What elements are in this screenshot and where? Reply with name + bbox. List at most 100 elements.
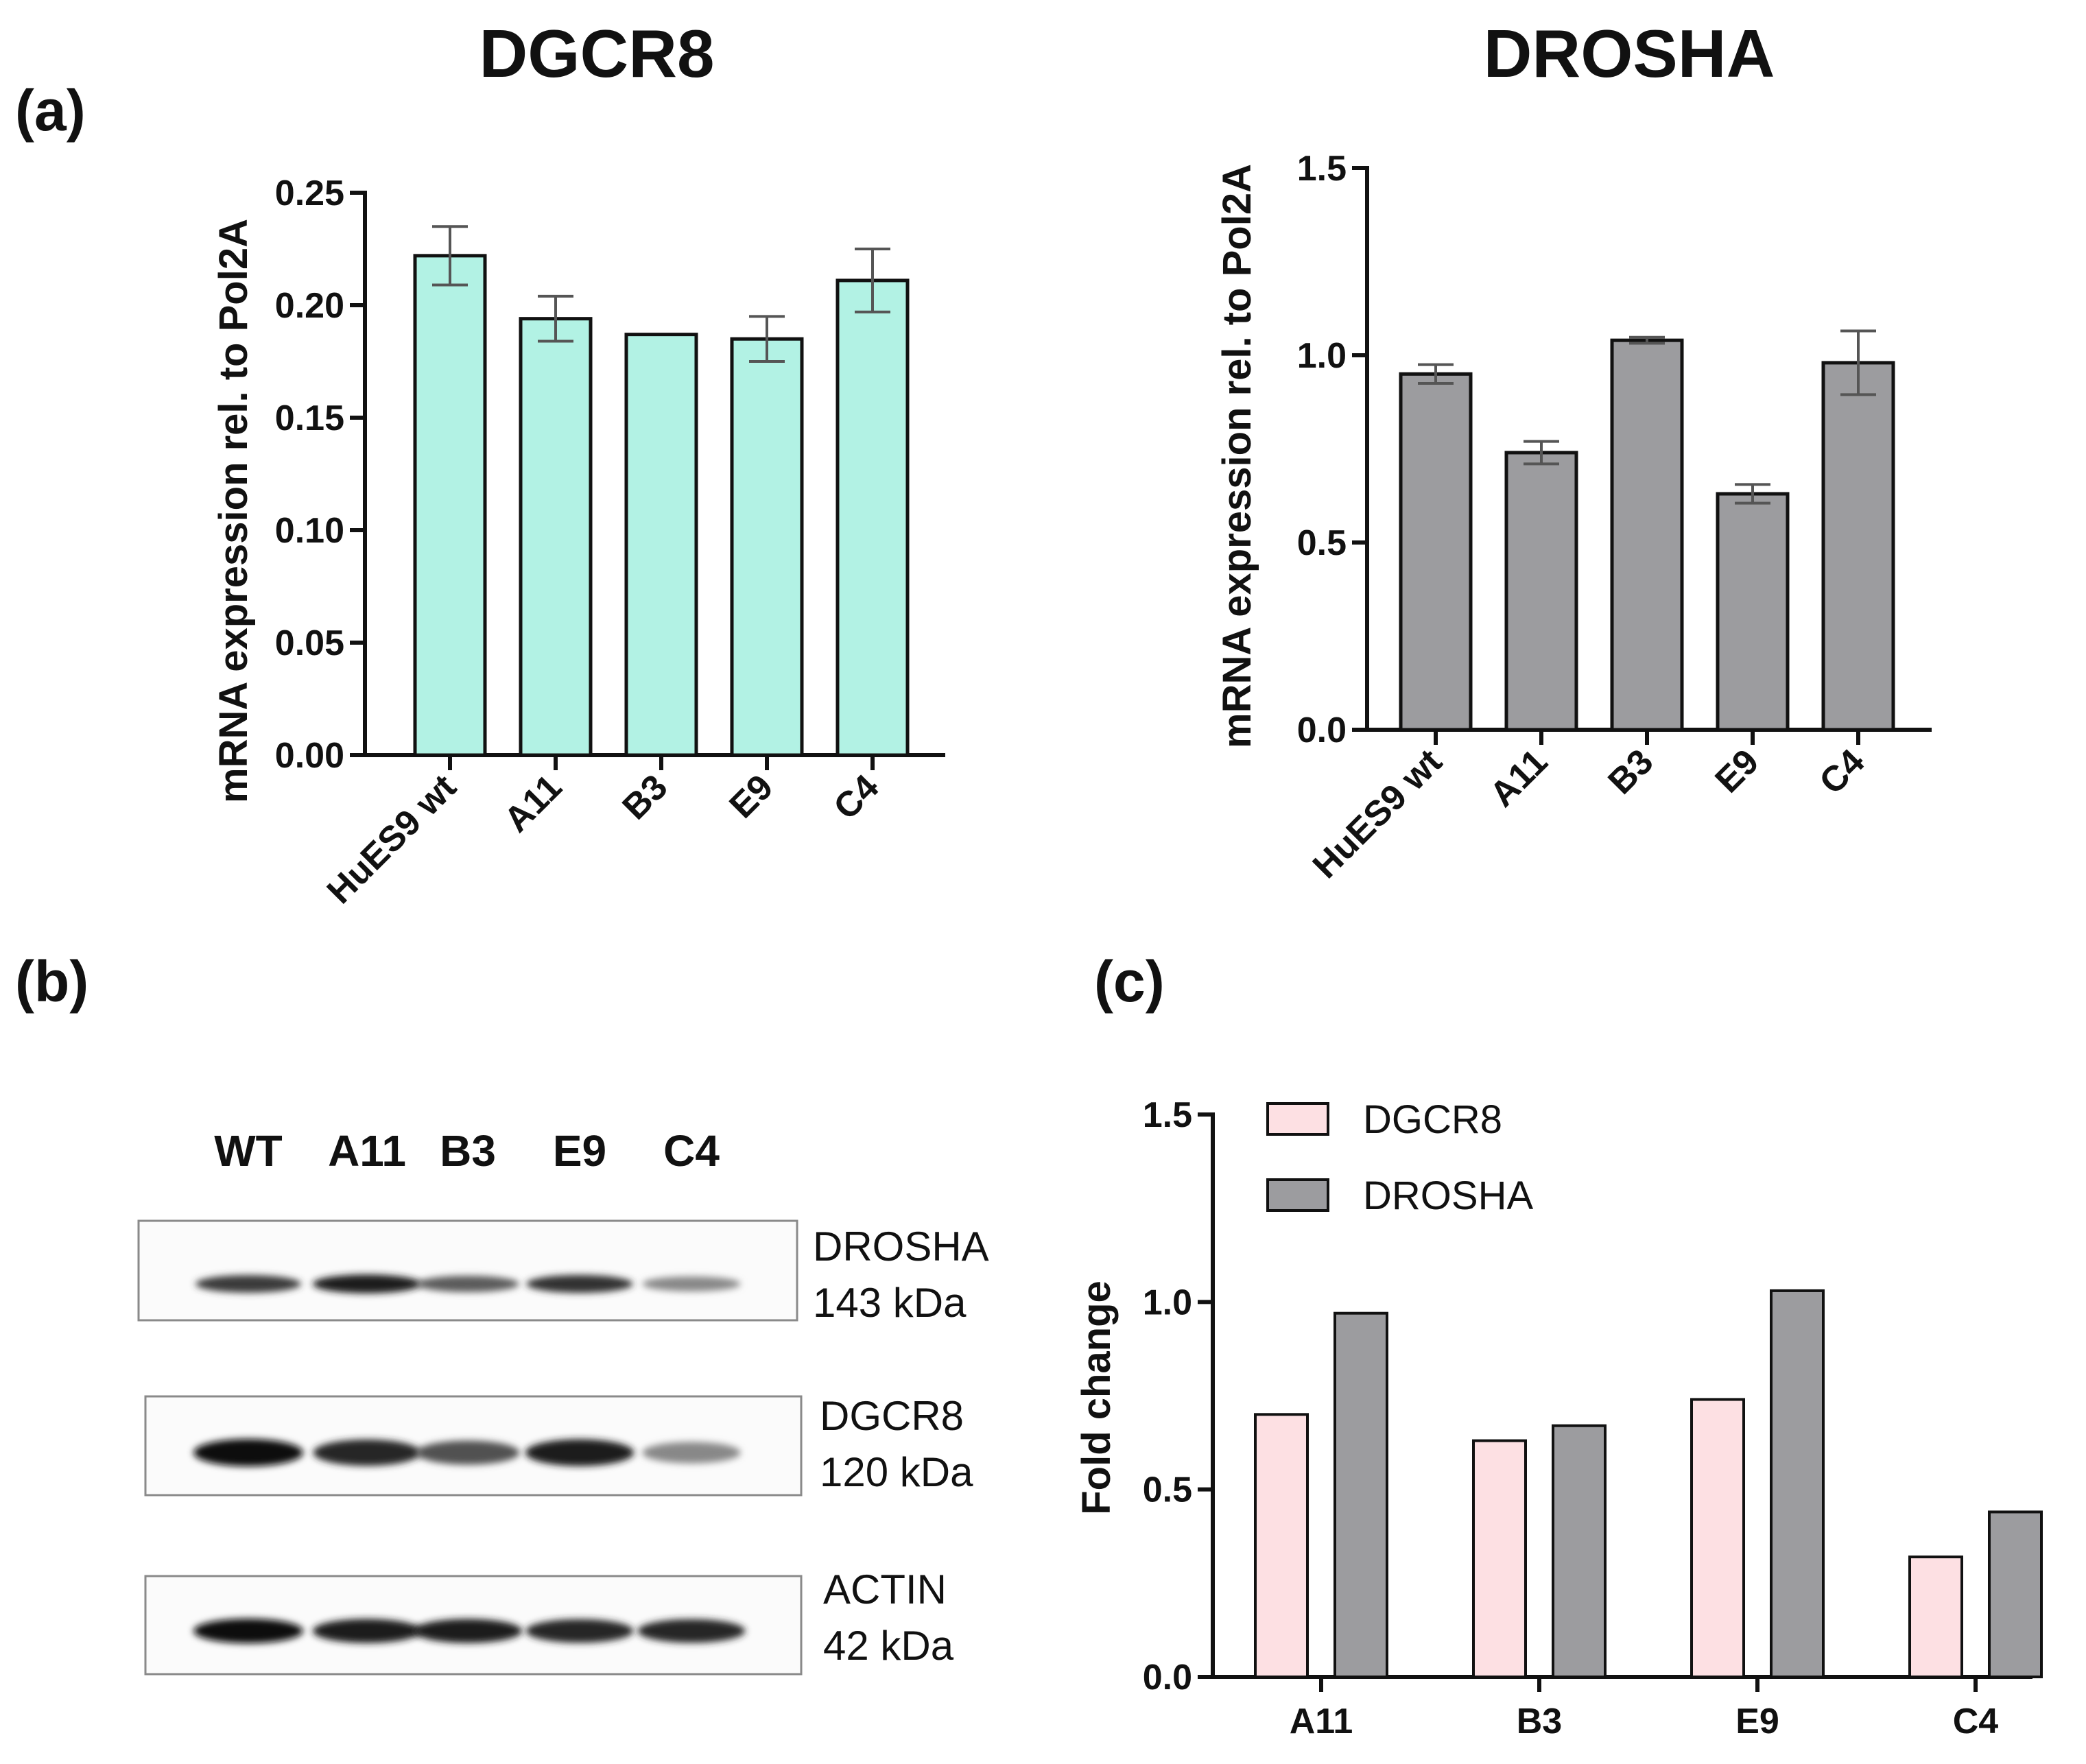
blot-membrane [137, 1219, 798, 1322]
bar [1908, 1556, 1963, 1678]
x-tick-label: E9 [1735, 1702, 1779, 1741]
x-tick-label: E9 [722, 767, 781, 826]
x-tick-label: B3 [1517, 1702, 1562, 1741]
bar [519, 317, 593, 757]
blot-drosha: DROSHA 143 kDa [137, 1219, 989, 1326]
lane-label: A11 [328, 1126, 406, 1176]
x-tick-label: B3 [615, 767, 675, 827]
panel-label-b: (b) [15, 949, 88, 1014]
bar [413, 254, 487, 757]
legend: DGCR8 DROSHA [1266, 1097, 1533, 1218]
x-tick-label: C4 [826, 767, 886, 827]
y-tick-label: 1.0 [1297, 336, 1347, 376]
blot-protein-label: DROSHA [813, 1224, 989, 1270]
blot-size-label: 143 kDa [813, 1280, 967, 1326]
y-axis-label: Fold change [1074, 1280, 1119, 1515]
chart-dgcr8-mrna: DGCR8 mRNA expression rel. to Pol2A 0.00… [211, 16, 945, 911]
chart-fold-change: Fold change 0.0 0.5 1.0 1.5 A11 B3 E9 C4 DGCR8 … [1074, 1095, 2043, 1741]
x-tick-label: B3 [1600, 741, 1661, 802]
legend-item-dgcr8: DGCR8 [1266, 1097, 1502, 1142]
blot-size-label: 120 kDa [820, 1449, 973, 1495]
bar [1254, 1413, 1309, 1678]
lane-label: B3 [440, 1126, 496, 1176]
x-tick-label: A11 [497, 767, 569, 839]
y-axis-label: mRNA expression rel. to Pol2A [211, 219, 256, 803]
y-tick-label: 0.00 [275, 736, 344, 776]
x-tick-label: A11 [1482, 741, 1555, 814]
x-tick-label: C4 [1953, 1702, 1999, 1741]
bar [1690, 1398, 1745, 1678]
bar [1821, 361, 1895, 732]
chart-title: DGCR8 [479, 16, 714, 91]
blot-bands [193, 1439, 741, 1466]
lane-label: WT [214, 1126, 283, 1176]
lane-label: C4 [663, 1126, 720, 1176]
bar [1716, 492, 1790, 732]
blot-band [313, 1439, 421, 1466]
x-tick-label: A11 [1290, 1702, 1353, 1741]
plot-area: 0.00 0.05 0.10 0.15 0.20 0.25 HuES9 wt A11 B3 E9 C… [275, 174, 945, 911]
blot-band [193, 1439, 303, 1466]
y-tick-label: 0.0 [1297, 711, 1347, 750]
y-tick-label: 1.5 [1143, 1095, 1192, 1135]
bar [835, 278, 910, 757]
legend-label: DGCR8 [1363, 1097, 1502, 1142]
y-tick-label: 0.25 [275, 174, 344, 213]
y-tick-label: 0.05 [275, 623, 344, 663]
bar [1504, 451, 1578, 732]
y-axis-label: mRNA expression rel. to Pol2A [1215, 164, 1259, 748]
blot-band [642, 1276, 741, 1291]
y-tick-label: 0.20 [275, 286, 344, 326]
bar [1552, 1424, 1607, 1679]
blot-bands [193, 1619, 746, 1643]
bar [624, 333, 698, 757]
y-tick-label: 0.5 [1143, 1470, 1192, 1510]
legend-swatch [1266, 1178, 1329, 1212]
x-tick-label: E9 [1707, 741, 1766, 800]
y-tick-label: 1.0 [1143, 1283, 1192, 1322]
y-tick-label: 0.10 [275, 511, 344, 551]
y-tick-label: 0.15 [275, 398, 344, 438]
blot-band [312, 1274, 422, 1294]
bar [1610, 338, 1684, 732]
y-tick-label: 0.5 [1297, 523, 1347, 563]
blot-band [195, 1275, 301, 1293]
blot-size-label: 42 kDa [823, 1623, 954, 1669]
bar [1334, 1311, 1388, 1678]
blot-actin: ACTIN 42 kDa [144, 1566, 954, 1676]
blot-bands [195, 1274, 741, 1294]
western-blot: WT A11 B3 E9 C4 DROSHA 143 kDa DGCR8 120… [137, 1126, 989, 1676]
bar [730, 337, 804, 757]
bar [1770, 1289, 1825, 1678]
y-tick-label: 0.0 [1143, 1658, 1192, 1697]
blot-band [525, 1439, 635, 1466]
blot-band [526, 1274, 633, 1294]
blot-band [525, 1619, 634, 1643]
bar [1988, 1510, 2043, 1678]
chart-title: DROSHA [1484, 16, 1775, 91]
x-tick-label: HuES9 wt [320, 767, 464, 911]
legend-item-drosha: DROSHA [1266, 1173, 1533, 1218]
blot-band [413, 1619, 523, 1643]
x-tick-label: C4 [1812, 741, 1872, 802]
blot-band [193, 1619, 303, 1643]
chart-drosha-mrna: DROSHA mRNA expression rel. to Pol2A 0.0… [1215, 16, 1932, 886]
blot-band [416, 1440, 520, 1465]
plot-area: 0.0 0.5 1.0 1.5 A11 B3 E9 C4 [1143, 1095, 2043, 1741]
panel-label-c: (c) [1094, 949, 1165, 1014]
bar [1399, 372, 1473, 732]
y-tick-label: 1.5 [1297, 149, 1347, 189]
blot-band [642, 1442, 741, 1464]
blot-dgcr8: DGCR8 120 kDa [144, 1393, 973, 1497]
bar [1472, 1439, 1527, 1679]
panel-label-a: (a) [15, 78, 86, 143]
lane-labels: WT A11 B3 E9 C4 [214, 1126, 720, 1176]
blot-band [416, 1275, 519, 1293]
blot-band [637, 1619, 746, 1643]
blot-band [312, 1619, 422, 1643]
blot-protein-label: ACTIN [823, 1566, 947, 1612]
x-tick-label: HuES9 wt [1305, 741, 1450, 886]
plot-area: 0.0 0.5 1.0 1.5 HuES9 wt A11 B3 E9 C4 [1297, 149, 1932, 886]
lane-label: E9 [553, 1126, 606, 1176]
